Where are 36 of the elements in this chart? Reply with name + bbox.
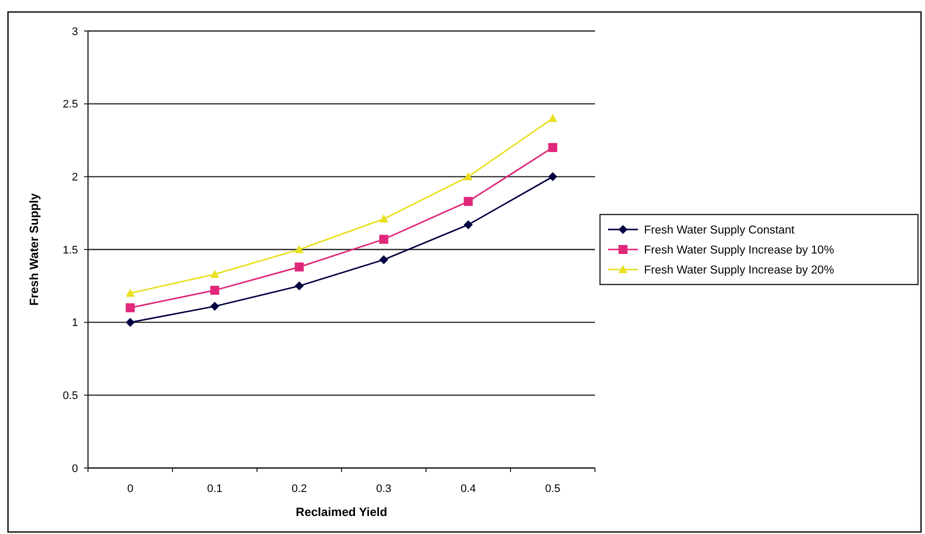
y-axis-title: Fresh Water Supply <box>27 193 41 306</box>
point <box>464 220 473 230</box>
point <box>548 172 558 182</box>
y-tick-label: 3 <box>72 26 78 38</box>
point <box>379 255 388 264</box>
point <box>126 288 135 297</box>
point <box>548 143 558 152</box>
point <box>210 270 220 278</box>
x-tick-label: 0.4 <box>460 483 476 495</box>
y-tick-label: 2 <box>72 172 78 184</box>
point <box>126 318 135 327</box>
x-tick-label: 0.2 <box>292 483 307 495</box>
point <box>464 172 473 180</box>
point <box>379 234 388 244</box>
x-tick-label: 0.5 <box>545 483 560 495</box>
y-tick-label: 1.5 <box>62 244 78 256</box>
legend-label: Fresh Water Supply Increase by 10% <box>644 244 834 257</box>
x-tick-label: 0.1 <box>207 483 222 495</box>
y-tick-label: 2.5 <box>62 98 78 111</box>
x-tick-label: 0 <box>127 483 134 495</box>
point <box>294 245 304 254</box>
point <box>126 303 135 312</box>
point <box>210 286 220 295</box>
legend-label: Fresh Water Supply Increase by 20% <box>644 264 834 277</box>
point <box>379 214 388 223</box>
point <box>464 196 473 206</box>
point <box>548 114 558 122</box>
point <box>294 262 304 272</box>
x-tick-label: 0.3 <box>376 483 392 495</box>
point <box>294 281 304 290</box>
y-tick-label: 0 <box>72 462 78 475</box>
legend-label: Fresh Water Supply Constant <box>644 224 796 237</box>
y-tick-label: 0.5 <box>62 390 78 402</box>
y-tick-label: 1 <box>72 317 78 330</box>
point <box>210 302 220 311</box>
x-axis-title: Reclaimed Yield <box>296 505 388 519</box>
